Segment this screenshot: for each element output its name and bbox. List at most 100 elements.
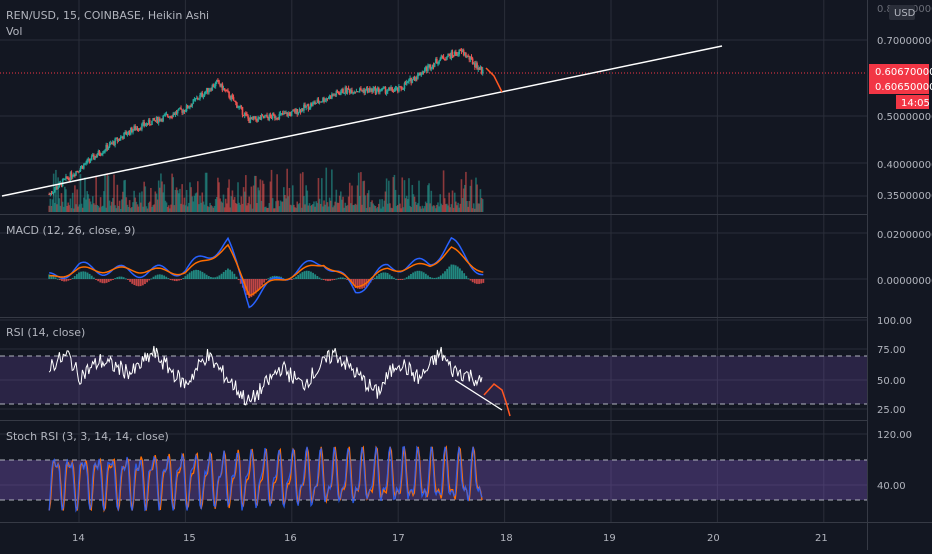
candle-body — [205, 87, 208, 92]
candle-body — [106, 144, 109, 150]
candle-body — [388, 87, 390, 91]
volume-bar — [377, 203, 380, 212]
macd-hist-bar — [469, 279, 472, 281]
candle-body — [448, 54, 450, 56]
candle-body — [243, 113, 246, 116]
macd-hist-bar — [335, 278, 338, 280]
price-trendline[interactable] — [1, 45, 723, 197]
candle-body — [110, 143, 113, 145]
candle-body — [143, 122, 145, 126]
volume-bar — [372, 203, 374, 212]
volume-bar — [175, 187, 178, 212]
candle-body — [223, 88, 226, 90]
rsi-projection-arrow[interactable] — [483, 382, 511, 417]
candle-body — [407, 81, 409, 83]
candle-body — [373, 87, 376, 89]
candle-body — [379, 91, 381, 93]
candle-body — [195, 98, 198, 100]
volume-bar — [191, 196, 194, 212]
volume-bar — [65, 189, 67, 212]
volume-bar — [352, 205, 354, 212]
macd-hist-bar — [422, 272, 425, 279]
volume-bar — [228, 179, 230, 212]
candle-body — [103, 151, 105, 153]
candle-body — [172, 113, 175, 117]
candle-body — [150, 124, 152, 126]
macd-hist-bar — [127, 279, 129, 280]
volume-bar — [286, 168, 288, 212]
macd-hist-bar — [441, 273, 444, 279]
candle-body — [159, 118, 161, 121]
macd-hist-bar — [435, 277, 438, 279]
volume-bar — [459, 203, 462, 212]
candle-body — [185, 105, 188, 111]
candle-body — [325, 98, 328, 101]
volume-bar — [329, 200, 332, 212]
macd-hist-bar — [433, 277, 436, 279]
volume-bar — [103, 191, 105, 212]
rsi-axis[interactable]: 100.00 75.00 50.00 25.00 — [877, 316, 912, 416]
volume-bar — [171, 173, 173, 212]
candle-body — [62, 179, 65, 181]
volume-bar — [86, 191, 88, 212]
macd-hist-bar — [110, 279, 112, 281]
volume-bar — [436, 204, 438, 212]
volume-bar — [405, 195, 408, 212]
price-axis[interactable]: 0.80000000 USD 0.70000000 0.50000000 0.4… — [869, 4, 932, 202]
macd-hist-bar — [312, 272, 314, 279]
candle-body — [196, 98, 199, 100]
macd-hist-bar — [207, 276, 210, 279]
volume-bar — [288, 187, 291, 212]
macd-hist-bar — [395, 278, 397, 280]
volume-bar — [48, 205, 51, 212]
candle-body — [380, 90, 382, 92]
macd-hist-bar — [373, 277, 376, 279]
macd-axis[interactable]: 0.02000000 0.00000000 — [877, 230, 932, 287]
candle-body — [220, 83, 223, 87]
candle-body — [426, 67, 428, 71]
candle-body — [467, 55, 469, 57]
time-axis[interactable]: 14 15 16 17 18 19 20 21 — [72, 533, 828, 544]
volume-bar — [471, 208, 474, 212]
macd-hist-bar — [227, 268, 229, 279]
macd-hist-bar — [410, 274, 412, 279]
candle-body — [163, 114, 166, 116]
candle-body — [242, 114, 245, 116]
stoch-axis[interactable]: 120.00 40.00 — [877, 430, 912, 492]
volume-bar — [151, 207, 153, 212]
macd-hist-bar — [363, 279, 366, 288]
macd-hist-bar — [180, 279, 183, 280]
candle-body — [123, 132, 125, 139]
candle-body — [131, 127, 133, 133]
candle-body — [160, 119, 162, 121]
volume-bar — [81, 207, 84, 212]
macd-hist-bar — [137, 279, 140, 287]
macd-hist-bar — [75, 274, 78, 279]
macd-hist-bar — [341, 277, 344, 279]
macd-hist-bar — [161, 274, 163, 279]
volume-bar — [64, 186, 66, 212]
candle-body — [418, 72, 420, 74]
volume-bar — [433, 205, 436, 212]
candle-body — [474, 63, 476, 68]
macd-hist-bar — [295, 276, 297, 279]
volume-bar — [361, 204, 363, 212]
rsi-trendline[interactable] — [454, 379, 503, 411]
macd-hist-bar — [318, 277, 321, 279]
candle-body — [375, 89, 378, 94]
volume-bar — [114, 205, 116, 212]
volume-bar — [276, 174, 278, 212]
volume-bar — [224, 198, 227, 212]
volume-bar — [150, 187, 152, 212]
volume-bar — [112, 198, 114, 212]
volume-bar — [253, 175, 256, 212]
candle-body — [121, 136, 123, 138]
macd-hist-bar — [393, 277, 395, 279]
volume-bar — [180, 203, 182, 212]
candle-body — [259, 117, 262, 120]
volume-bar — [389, 203, 391, 212]
volume-bar — [341, 199, 343, 212]
macd-hist-bar — [124, 278, 127, 280]
price-projection-arrow[interactable] — [485, 67, 503, 93]
